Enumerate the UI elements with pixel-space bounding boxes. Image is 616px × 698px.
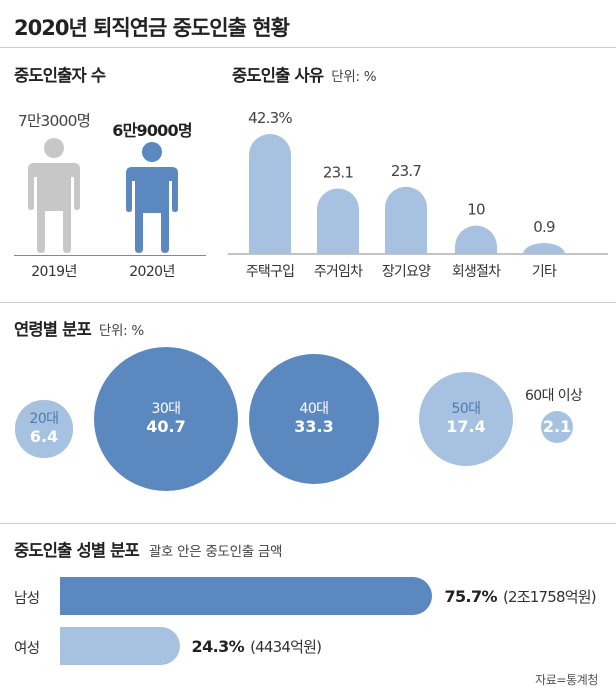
reason-chart-unit: 단위: % (331, 69, 377, 85)
age-chart-title: 연령별 분포 단위: % (14, 320, 144, 339)
count-2019-year: 2019년 (31, 264, 77, 280)
reason-category-label-2: 장기요양 (382, 264, 431, 280)
age-bubble-value-0: 6.4 (29, 427, 59, 447)
age-bubble-label-4: 60대 이상 (525, 387, 583, 404)
reason-chart: 42.3% 주택구입 23.1 주거임차 23.7 장기요양 10 회생절차 0.9 기타 (228, 109, 608, 280)
count-baseline (14, 255, 206, 256)
reason-value-label-3: 10 (467, 201, 485, 219)
divider (0, 47, 616, 48)
reason-bar-0 (249, 134, 291, 254)
age-bubble-label-2: 40대 (299, 401, 330, 418)
reason-value-label-1: 23.1 (323, 163, 353, 181)
reason-bar-4 (523, 243, 565, 254)
gender-bar-1 (60, 627, 180, 665)
reason-bar-1 (317, 188, 359, 254)
gender-value-label-0: 75.7% (444, 587, 497, 606)
gender-category-label-0: 남성 (14, 591, 40, 607)
page-title: 2020년 퇴직연금 중도인출 현황 (14, 16, 290, 40)
reason-bar-3 (455, 225, 497, 254)
count-section-title: 중도인출자 수 (14, 66, 106, 85)
gender-category-label-1: 여성 (14, 641, 40, 657)
count-2020-label: 6만9000명 (112, 121, 192, 140)
reason-chart-title: 중도인출 사유 단위: % (232, 66, 377, 85)
age-bubble-2: 40대 33.3 (248, 353, 380, 485)
reason-bar-2 (385, 186, 427, 254)
age-bubble-value-2: 33.3 (294, 417, 334, 437)
gender-chart-note: 괄호 안은 중도인출 금액 (148, 544, 283, 560)
gender-amount-label-0: (2조1758억원) (502, 588, 597, 606)
age-bubble-value-4: 2.1 (542, 417, 572, 437)
gender-chart-title: 중도인출 성별 분포 괄호 안은 중도인출 금액 (14, 541, 283, 560)
age-bubble-label-1: 30대 (151, 401, 182, 418)
age-bubble-3: 50대 17.4 (418, 371, 514, 467)
age-bubble-label-0: 20대 (29, 411, 60, 428)
reason-category-label-3: 회생절차 (452, 264, 501, 280)
age-bubble-0: 20대 6.4 (15, 400, 73, 458)
divider (0, 523, 616, 524)
age-bubble-label-3: 50대 (451, 401, 482, 418)
person-icon (126, 142, 178, 253)
age-chart-unit: 단위: % (98, 323, 144, 339)
gender-amount-label-1: (4434억원) (250, 638, 322, 656)
reason-category-label-1: 주거임차 (314, 264, 363, 280)
age-bubble-4: 2.1 (540, 410, 574, 444)
reason-value-label-4: 0.9 (533, 218, 555, 236)
gender-bar-0 (60, 577, 433, 615)
gender-value-group-0: 75.7% (2조1758억원) (444, 586, 597, 607)
count-2019-label: 7만3000명 (17, 112, 91, 130)
age-bubble-value-3: 17.4 (446, 417, 486, 437)
gender-value-group-1: 24.3% (4434억원) (192, 636, 322, 657)
divider (0, 302, 616, 303)
reason-value-label-2: 23.7 (391, 162, 421, 180)
gender-value-label-1: 24.3% (191, 637, 245, 656)
reason-value-label-0: 42.3% (248, 109, 292, 127)
age-bubble-1: 30대 40.7 (94, 347, 238, 491)
source-note: 자료=통계청 (535, 673, 598, 687)
reason-category-label-4: 기타 (532, 264, 557, 280)
person-icon (28, 138, 80, 253)
age-bubble-value-1: 40.7 (146, 417, 186, 437)
count-2020-year: 2020년 (129, 264, 175, 280)
reason-category-label-0: 주택구입 (246, 264, 294, 280)
